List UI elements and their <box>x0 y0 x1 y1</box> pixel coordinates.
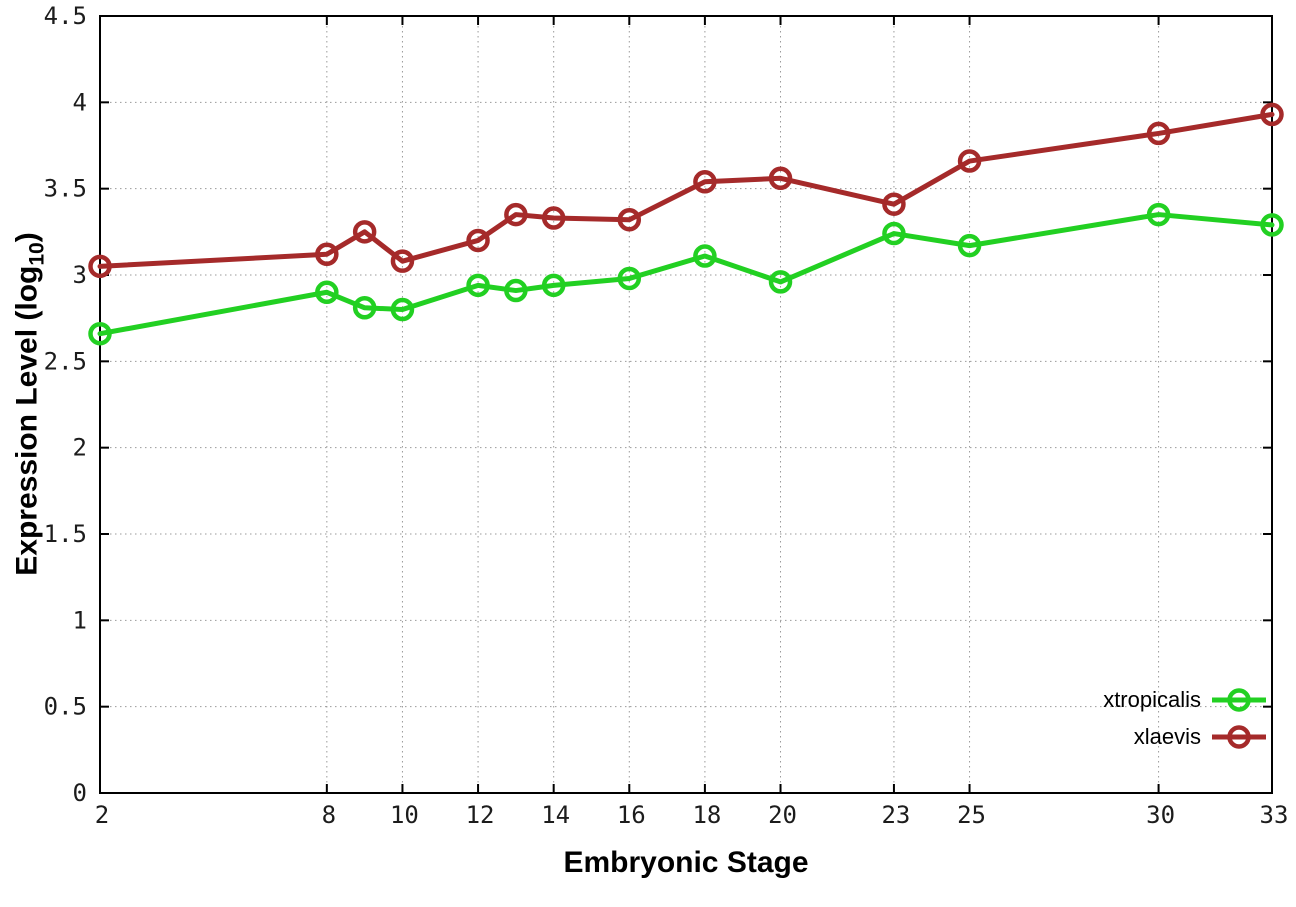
data-point-xtropicalis <box>466 273 490 298</box>
data-point-xtropicalis <box>617 266 642 291</box>
data-point-xtropicalis <box>352 296 377 320</box>
y-tick-label: 1.5 <box>44 520 87 548</box>
data-point-xtropicalis <box>1146 202 1171 227</box>
x-tick-label: 25 <box>957 801 986 829</box>
data-point-xtropicalis <box>693 244 717 268</box>
x-tick-label: 23 <box>881 801 910 829</box>
legend-marker-xtropicalis <box>1212 687 1266 712</box>
y-tick-label: 1 <box>73 606 87 634</box>
y-tick-label: 4.5 <box>44 2 87 30</box>
data-point-xlaevis <box>541 206 566 230</box>
data-point-xtropicalis <box>1260 213 1284 237</box>
x-axis-title: Embryonic Stage <box>563 846 809 879</box>
x-tick-label: 33 <box>1260 801 1289 829</box>
x-tick-label: 20 <box>768 801 797 829</box>
data-point-xlaevis <box>315 242 339 267</box>
legend-label-xlaevis: xlaevis <box>1133 723 1201 749</box>
data-point-xlaevis <box>617 207 642 232</box>
data-point-xtropicalis <box>957 233 982 258</box>
data-point-xtropicalis <box>768 270 793 294</box>
data-point-xtropicalis <box>504 278 528 303</box>
data-point-xtropicalis <box>315 280 339 305</box>
y-axis-title-subscript: 10 <box>25 242 49 266</box>
x-tick-label: 2 <box>95 801 109 829</box>
x-tick-label: 10 <box>390 801 419 829</box>
data-point-xlaevis <box>1146 121 1171 146</box>
data-point-xtropicalis <box>390 297 415 322</box>
y-tick-label: 3 <box>73 261 87 289</box>
series-line-xtropicalis <box>97 212 1275 337</box>
x-tick-label: 30 <box>1146 801 1175 829</box>
x-tick-label: 8 <box>322 801 336 829</box>
y-tick-label: 4 <box>73 88 87 116</box>
plot-border <box>99 15 1273 794</box>
y-tick-label: 0 <box>73 779 87 807</box>
data-point-xlaevis <box>1260 102 1284 127</box>
legend-marker-xlaevis <box>1212 724 1266 749</box>
data-point-xlaevis <box>768 166 793 191</box>
data-point-xtropicalis <box>88 321 112 346</box>
data-point-xlaevis <box>504 202 528 227</box>
legend-label-xtropicalis: xtropicalis <box>1103 686 1201 712</box>
data-point-xtropicalis <box>541 273 566 298</box>
data-point-xlaevis <box>957 149 982 173</box>
data-point-xlaevis <box>466 228 490 253</box>
x-tick-label: 16 <box>617 801 646 829</box>
y-tick-label: 2.5 <box>44 347 87 375</box>
legend-item-xtropicalis: xtropicalis <box>1103 681 1268 718</box>
data-point-xtropicalis <box>882 221 906 246</box>
y-tick-label: 3.5 <box>44 175 87 203</box>
x-tick-label: 12 <box>466 801 495 829</box>
x-tick-label: 18 <box>692 801 721 829</box>
legend: xtropicalis xlaevis <box>1103 681 1268 755</box>
data-point-xlaevis <box>693 170 717 194</box>
y-axis-title: Expression Level (log10) <box>10 232 49 576</box>
y-tick-label: 0.5 <box>44 693 87 721</box>
data-point-xlaevis <box>352 220 377 244</box>
series-line-xlaevis <box>97 111 1275 269</box>
data-point-xlaevis <box>390 249 415 273</box>
legend-item-xlaevis: xlaevis <box>1103 718 1268 755</box>
data-point-xlaevis <box>882 192 906 216</box>
y-tick-label: 2 <box>73 434 87 462</box>
x-tick-label: 14 <box>541 801 570 829</box>
data-point-xlaevis <box>88 254 112 279</box>
